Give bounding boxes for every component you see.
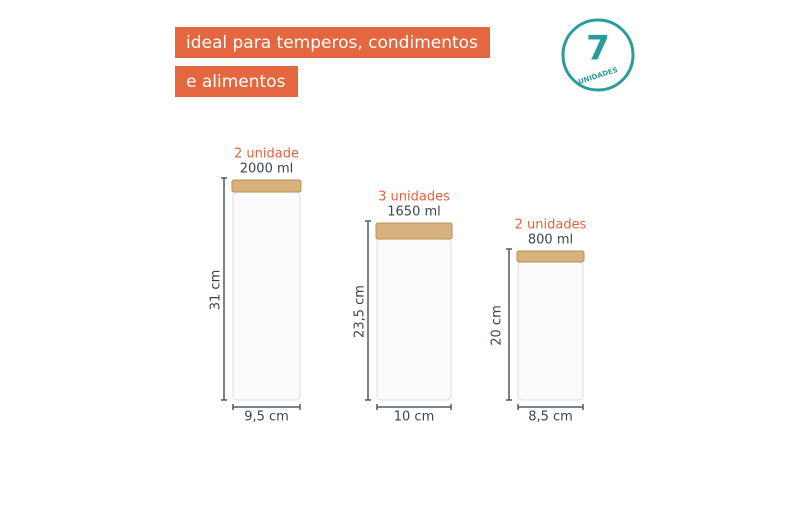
- width-label: 10 cm: [394, 410, 435, 425]
- jar-lid: [516, 250, 585, 263]
- height-label: 31 cm: [209, 270, 224, 311]
- jar-quantity: 2 unidade: [234, 147, 299, 162]
- jar-volume: 1650 ml: [387, 205, 441, 220]
- jar-glass: [517, 261, 584, 401]
- header-box: [175, 66, 298, 97]
- jar-volume: 2000 ml: [240, 162, 294, 177]
- jar-lid: [375, 222, 453, 240]
- header-line: ideal para temperos, condimentos: [186, 33, 478, 53]
- width-label: 9,5 cm: [244, 410, 289, 425]
- width-label: 8,5 cm: [528, 410, 573, 425]
- badge-number: 7: [586, 29, 610, 69]
- jar-glass: [232, 191, 301, 401]
- badge-circle: [561, 18, 635, 92]
- badge-label: UNIDADES: [577, 66, 618, 86]
- jar-quantity: 2 unidades: [515, 218, 587, 233]
- jar-volume: 800 ml: [528, 233, 573, 248]
- header-box: [175, 27, 490, 58]
- jar-quantity: 3 unidades: [378, 190, 450, 205]
- jar-glass: [376, 238, 452, 401]
- jar-lid: [231, 179, 302, 193]
- height-label: 20 cm: [490, 305, 505, 346]
- height-label: 23,5 cm: [353, 285, 368, 338]
- header-line: e alimentos: [186, 72, 286, 92]
